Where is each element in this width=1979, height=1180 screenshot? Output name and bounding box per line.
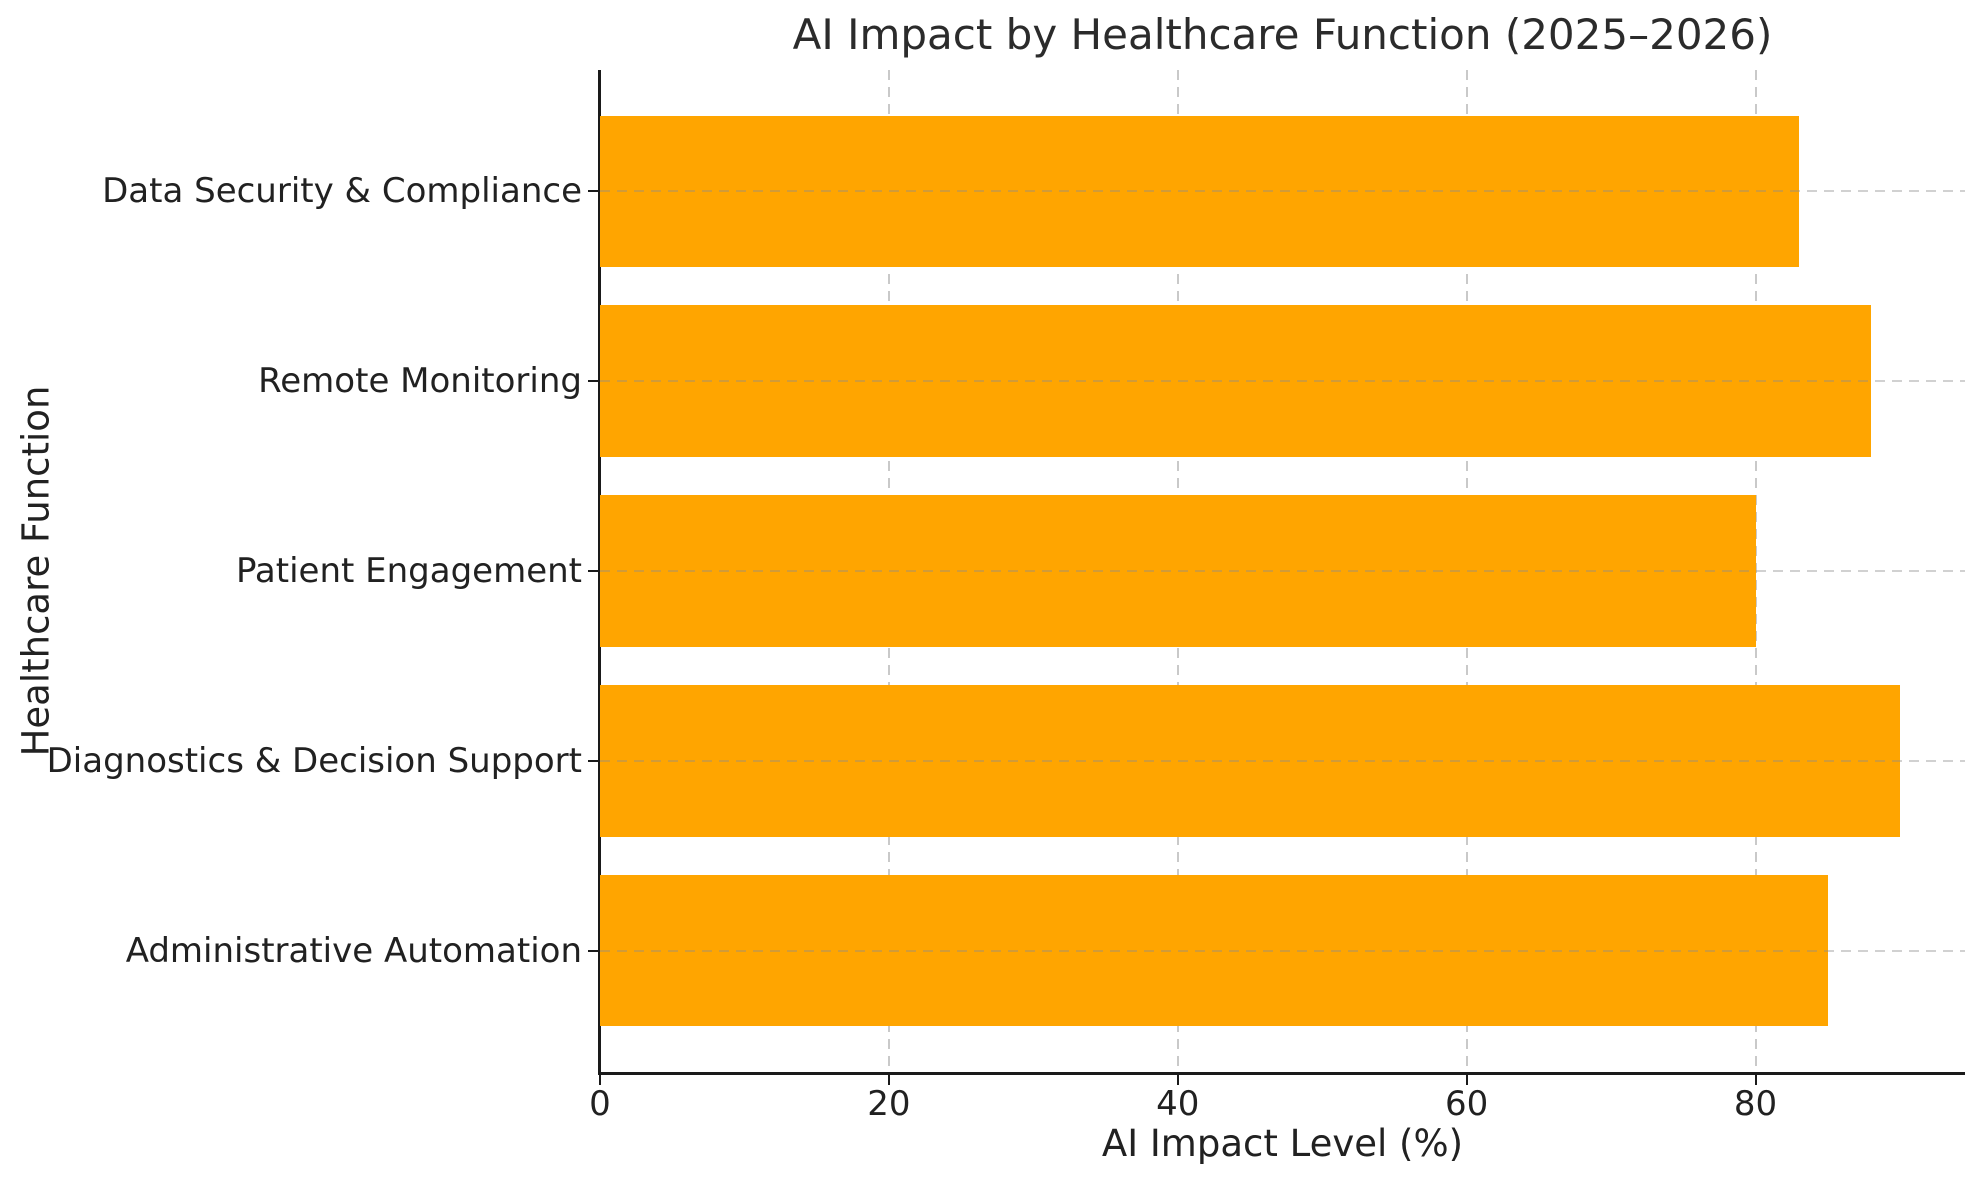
y-tick-mark bbox=[588, 380, 598, 383]
horizontal-gridline bbox=[600, 949, 1965, 952]
x-tick-mark bbox=[887, 1075, 890, 1085]
x-tick-mark bbox=[599, 1075, 601, 1085]
x-tick-mark bbox=[1176, 1075, 1179, 1085]
horizontal-gridline bbox=[600, 759, 1965, 762]
bar bbox=[600, 684, 1900, 837]
y-tick-mark bbox=[588, 570, 598, 572]
y-tick-label: Diagnostics & Decision Support bbox=[46, 740, 582, 781]
x-tick-label: 40 bbox=[1156, 1084, 1200, 1124]
y-tick-mark bbox=[588, 949, 598, 952]
x-axis-label: AI Impact Level (%) bbox=[1101, 1122, 1464, 1165]
plot-area: 0 20 40 60 80 bbox=[588, 70, 1965, 1124]
x-tick-label: 0 bbox=[589, 1084, 611, 1124]
y-tick-label: Administrative Automation bbox=[125, 930, 582, 971]
bar bbox=[600, 874, 1828, 1027]
chart-title: AI Impact by Healthcare Function (2025–2… bbox=[792, 10, 1773, 59]
y-tick-mark bbox=[588, 190, 598, 193]
horizontal-gridline bbox=[600, 190, 1965, 193]
y-tick-label: Remote Monitoring bbox=[258, 361, 582, 402]
bar bbox=[600, 495, 1756, 647]
y-tick-mark bbox=[588, 759, 598, 762]
y-tick-label: Patient Engagement bbox=[235, 551, 582, 591]
x-tick-label: 60 bbox=[1445, 1084, 1489, 1124]
bar bbox=[600, 305, 1872, 458]
x-tick-label: 20 bbox=[867, 1084, 911, 1124]
horizontal-gridline bbox=[600, 380, 1965, 383]
y-tick-label: Data Security & Compliance bbox=[102, 171, 582, 212]
y-axis-spine bbox=[598, 70, 601, 1072]
x-axis-spine bbox=[598, 1072, 1965, 1075]
vertical-gridline bbox=[1754, 70, 1757, 1072]
bar bbox=[600, 115, 1799, 268]
x-tick-label: 80 bbox=[1733, 1084, 1778, 1124]
horizontal-gridline bbox=[600, 570, 1965, 572]
x-tick-mark bbox=[1465, 1075, 1468, 1085]
x-tick-mark bbox=[1754, 1075, 1757, 1085]
y-axis-label: Healthcare Function bbox=[14, 385, 58, 757]
